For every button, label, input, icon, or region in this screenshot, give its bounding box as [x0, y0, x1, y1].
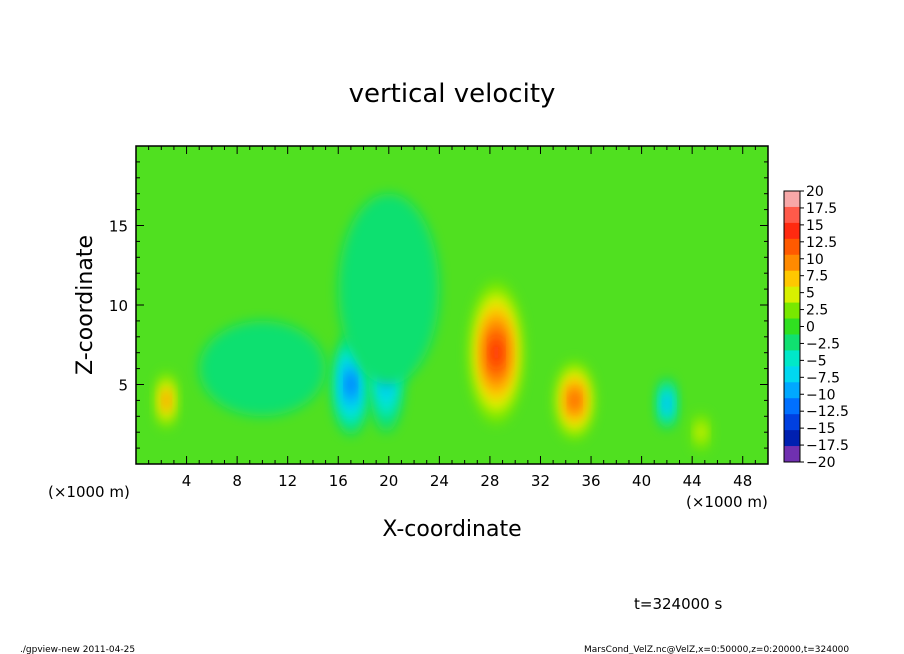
colorbar-label: −12.5 — [806, 404, 849, 420]
heatmap-feature-0-level-5 — [491, 340, 501, 365]
y-tick-label: 5 — [118, 377, 128, 395]
x-tick-label: 28 — [480, 472, 499, 490]
colorbar-label: 7.5 — [806, 269, 828, 285]
footer-right: MarsCond_VelZ.nc@VelZ,x=0:50000,z=0:2000… — [584, 645, 849, 654]
colorbar-label: −10 — [806, 387, 836, 403]
chart-title: vertical velocity — [349, 79, 556, 109]
colorbar-band — [784, 191, 800, 208]
x-tick-label: 4 — [182, 472, 192, 490]
colorbar-label: −5 — [806, 353, 827, 369]
colorbar-label: −17.5 — [806, 438, 849, 454]
footer-left: ./gpview-new 2011-04-25 — [20, 645, 135, 654]
x-tick-label: 44 — [683, 472, 702, 490]
heatmap-feature-6-level-1 — [695, 422, 707, 442]
colorbar-band — [784, 350, 800, 367]
heatmap-feature-7-level-0 — [199, 320, 326, 417]
x-axis-label: X-coordinate — [382, 517, 521, 542]
heatmap-feature-5-level-3 — [664, 397, 670, 410]
x-unit-label-left: (×1000 m) — [48, 483, 130, 501]
colorbar-band — [784, 286, 800, 304]
colorbar-label: 2.5 — [806, 303, 828, 319]
colorbar-label: 17.5 — [806, 201, 837, 217]
y-tick-label: 10 — [109, 297, 128, 315]
colorbar-label: −20 — [806, 455, 836, 471]
heatmap-feature-1-level-4 — [570, 392, 579, 409]
colorbar-label: 12.5 — [806, 235, 837, 251]
colorbar-band — [784, 302, 800, 320]
y-tick-label: 15 — [109, 218, 128, 236]
colorbar-label: 0 — [806, 320, 815, 336]
x-tick-label: 12 — [278, 472, 297, 490]
colorbar-band — [784, 382, 800, 399]
colorbar-band — [784, 222, 800, 240]
colorbar-label: 5 — [806, 286, 815, 302]
colorbar-label: −15 — [806, 421, 836, 437]
heatmap-feature-8-level-0 — [338, 193, 440, 385]
colorbar-band — [784, 430, 800, 447]
colorbar-band — [784, 398, 800, 415]
heatmap-features — [154, 193, 712, 452]
colorbar-label: 10 — [806, 252, 824, 268]
time-label: t=324000 s — [634, 595, 722, 613]
colorbar-band — [784, 446, 800, 463]
x-tick-label: 16 — [329, 472, 348, 490]
colorbar-band — [784, 366, 800, 383]
heatmap-feature-2-level-3 — [163, 393, 170, 408]
x-tick-label: 48 — [733, 472, 752, 490]
colorbar-label: −7.5 — [806, 370, 840, 386]
x-tick-label: 36 — [581, 472, 600, 490]
colorbar-band — [784, 254, 800, 272]
y-axis-ticks: 5 10 15 — [109, 161, 768, 449]
heatmap-plot-area — [135, 145, 769, 465]
colorbar-band — [784, 318, 800, 335]
x-tick-label: 8 — [232, 472, 242, 490]
colorbar-band — [784, 270, 800, 288]
colorbar-label: 15 — [806, 218, 824, 234]
colorbar: 2017.51512.5107.552.50−2.5−5−7.5−10−12.5… — [783, 184, 849, 471]
y-axis-label: Z-coordinate — [73, 235, 98, 375]
colorbar-band — [784, 206, 800, 224]
heatmap-feature-3-level-4 — [347, 374, 355, 395]
x-tick-label: 32 — [531, 472, 550, 490]
colorbar-band — [784, 334, 800, 351]
colorbar-label: −2.5 — [806, 336, 840, 352]
colorbar-band — [784, 414, 800, 431]
x-tick-label: 40 — [632, 472, 651, 490]
x-axis-ticks: 4 8 12 16 20 24 28 32 36 40 44 48 — [148, 146, 756, 490]
x-tick-label: 20 — [379, 472, 398, 490]
colorbar-label: 20 — [806, 184, 824, 200]
colorbar-band — [784, 238, 800, 256]
x-unit-label-right: (×1000 m) — [686, 493, 768, 511]
x-tick-label: 24 — [430, 472, 449, 490]
